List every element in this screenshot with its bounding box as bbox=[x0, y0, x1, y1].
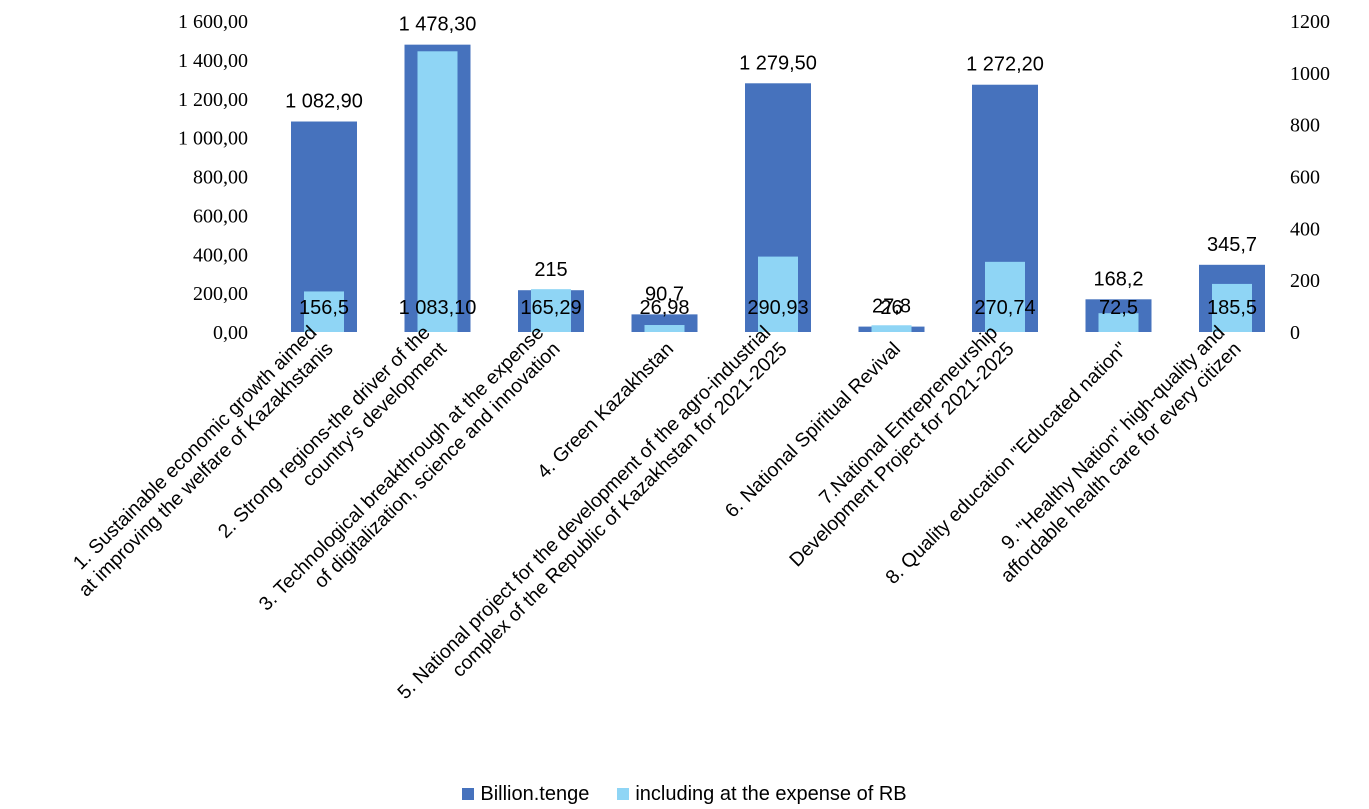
data-label-billion-tenge: 1 279,50 bbox=[739, 52, 817, 74]
right-tick-label: 200 bbox=[1290, 270, 1320, 292]
data-label-rb: 26 bbox=[880, 297, 902, 319]
left-tick-label: 800,00 bbox=[193, 167, 248, 189]
bar-rb bbox=[758, 256, 798, 332]
data-label-rb: 26,98 bbox=[639, 297, 689, 319]
data-label-billion-tenge: 90,7 bbox=[645, 283, 684, 305]
left-tick-label: 1 000,00 bbox=[178, 128, 248, 150]
billion-tenge-labels: 1 082,90 1 478,30 215 90,7 1 279,50 27,8 1 272… bbox=[285, 14, 1257, 318]
bar-rb bbox=[1098, 313, 1139, 332]
rb-labels: 156,5 1 083,10 165,29 26,98 290,93 26 270,74 72… bbox=[299, 297, 1257, 319]
data-label-billion-tenge: 1 272,20 bbox=[966, 54, 1044, 76]
bar-rb bbox=[644, 325, 685, 332]
legend: Billion.tenge including at the expense o… bbox=[0, 780, 1369, 808]
right-tick-label: 400 bbox=[1290, 218, 1320, 240]
bar-rb bbox=[871, 325, 912, 332]
data-label-billion-tenge: 345,7 bbox=[1207, 234, 1257, 256]
left-tick-label: 1 200,00 bbox=[178, 89, 248, 111]
bar-rb bbox=[531, 289, 571, 332]
legend-label-rb: including at the expense of RB bbox=[635, 782, 907, 805]
right-tick-label: 600 bbox=[1290, 167, 1320, 189]
rb-bars bbox=[304, 51, 1252, 333]
data-label-billion-tenge: 1 478,30 bbox=[399, 14, 477, 36]
left-tick-label: 1 400,00 bbox=[178, 50, 248, 72]
data-label-rb: 270,74 bbox=[974, 297, 1035, 319]
left-tick-label: 1 600,00 bbox=[178, 11, 248, 33]
bar-rb bbox=[417, 51, 458, 333]
category-label: 5. National project for the development … bbox=[393, 322, 791, 720]
category-label-line: affordable health care for every citizen bbox=[996, 338, 1245, 587]
left-tick-label: 600,00 bbox=[193, 205, 248, 227]
data-label-billion-tenge: 1 082,90 bbox=[285, 91, 363, 113]
right-tick-label: 0 bbox=[1290, 322, 1300, 344]
legend-item-billion-tenge: Billion.tenge bbox=[462, 783, 589, 806]
legend-label-billion-tenge: Billion.tenge bbox=[480, 782, 590, 805]
right-y-axis: 0 200 400 600 800 1000 1200 bbox=[1290, 11, 1330, 344]
data-label-rb: 1 083,10 bbox=[399, 297, 477, 319]
data-label-rb: 185,5 bbox=[1207, 297, 1257, 319]
left-tick-label: 0,00 bbox=[213, 322, 248, 344]
bar-chart: 0,00 200,00 400,00 600,00 800,00 1 000,00 1 20… bbox=[69, 11, 1330, 720]
data-label-billion-tenge: 215 bbox=[534, 259, 567, 281]
legend-swatch-rb bbox=[617, 788, 630, 800]
legend-item-rb: including at the expense of RB bbox=[617, 782, 907, 806]
left-tick-label: 200,00 bbox=[193, 283, 248, 305]
right-tick-label: 1000 bbox=[1290, 63, 1330, 85]
data-label-billion-tenge: 27,8 bbox=[872, 296, 911, 318]
left-y-axis: 0,00 200,00 400,00 600,00 800,00 1 000,00 1 20… bbox=[178, 11, 248, 344]
data-label-rb: 156,5 bbox=[299, 297, 349, 319]
category-label-line: 1. Sustainable economic growth aimed bbox=[69, 322, 321, 574]
category-label-line: 5. National project for the development … bbox=[393, 322, 775, 704]
data-label-rb: 72,5 bbox=[1099, 297, 1138, 319]
bar-rb bbox=[985, 261, 1025, 332]
category-labels: 1. Sustainable economic growth aimedat i… bbox=[69, 322, 1246, 720]
right-tick-label: 1200 bbox=[1290, 11, 1330, 33]
data-label-rb: 165,29 bbox=[520, 297, 581, 319]
data-label-rb: 290,93 bbox=[747, 297, 808, 319]
right-tick-label: 800 bbox=[1290, 115, 1320, 137]
category-label-line: Development Project for 2021-2025 bbox=[785, 338, 1018, 571]
bar-rb bbox=[304, 291, 344, 332]
data-label-billion-tenge: 168,2 bbox=[1093, 268, 1143, 290]
left-tick-label: 400,00 bbox=[193, 244, 248, 266]
bar-rb bbox=[1212, 283, 1252, 332]
legend-swatch-billion-tenge bbox=[462, 788, 475, 800]
